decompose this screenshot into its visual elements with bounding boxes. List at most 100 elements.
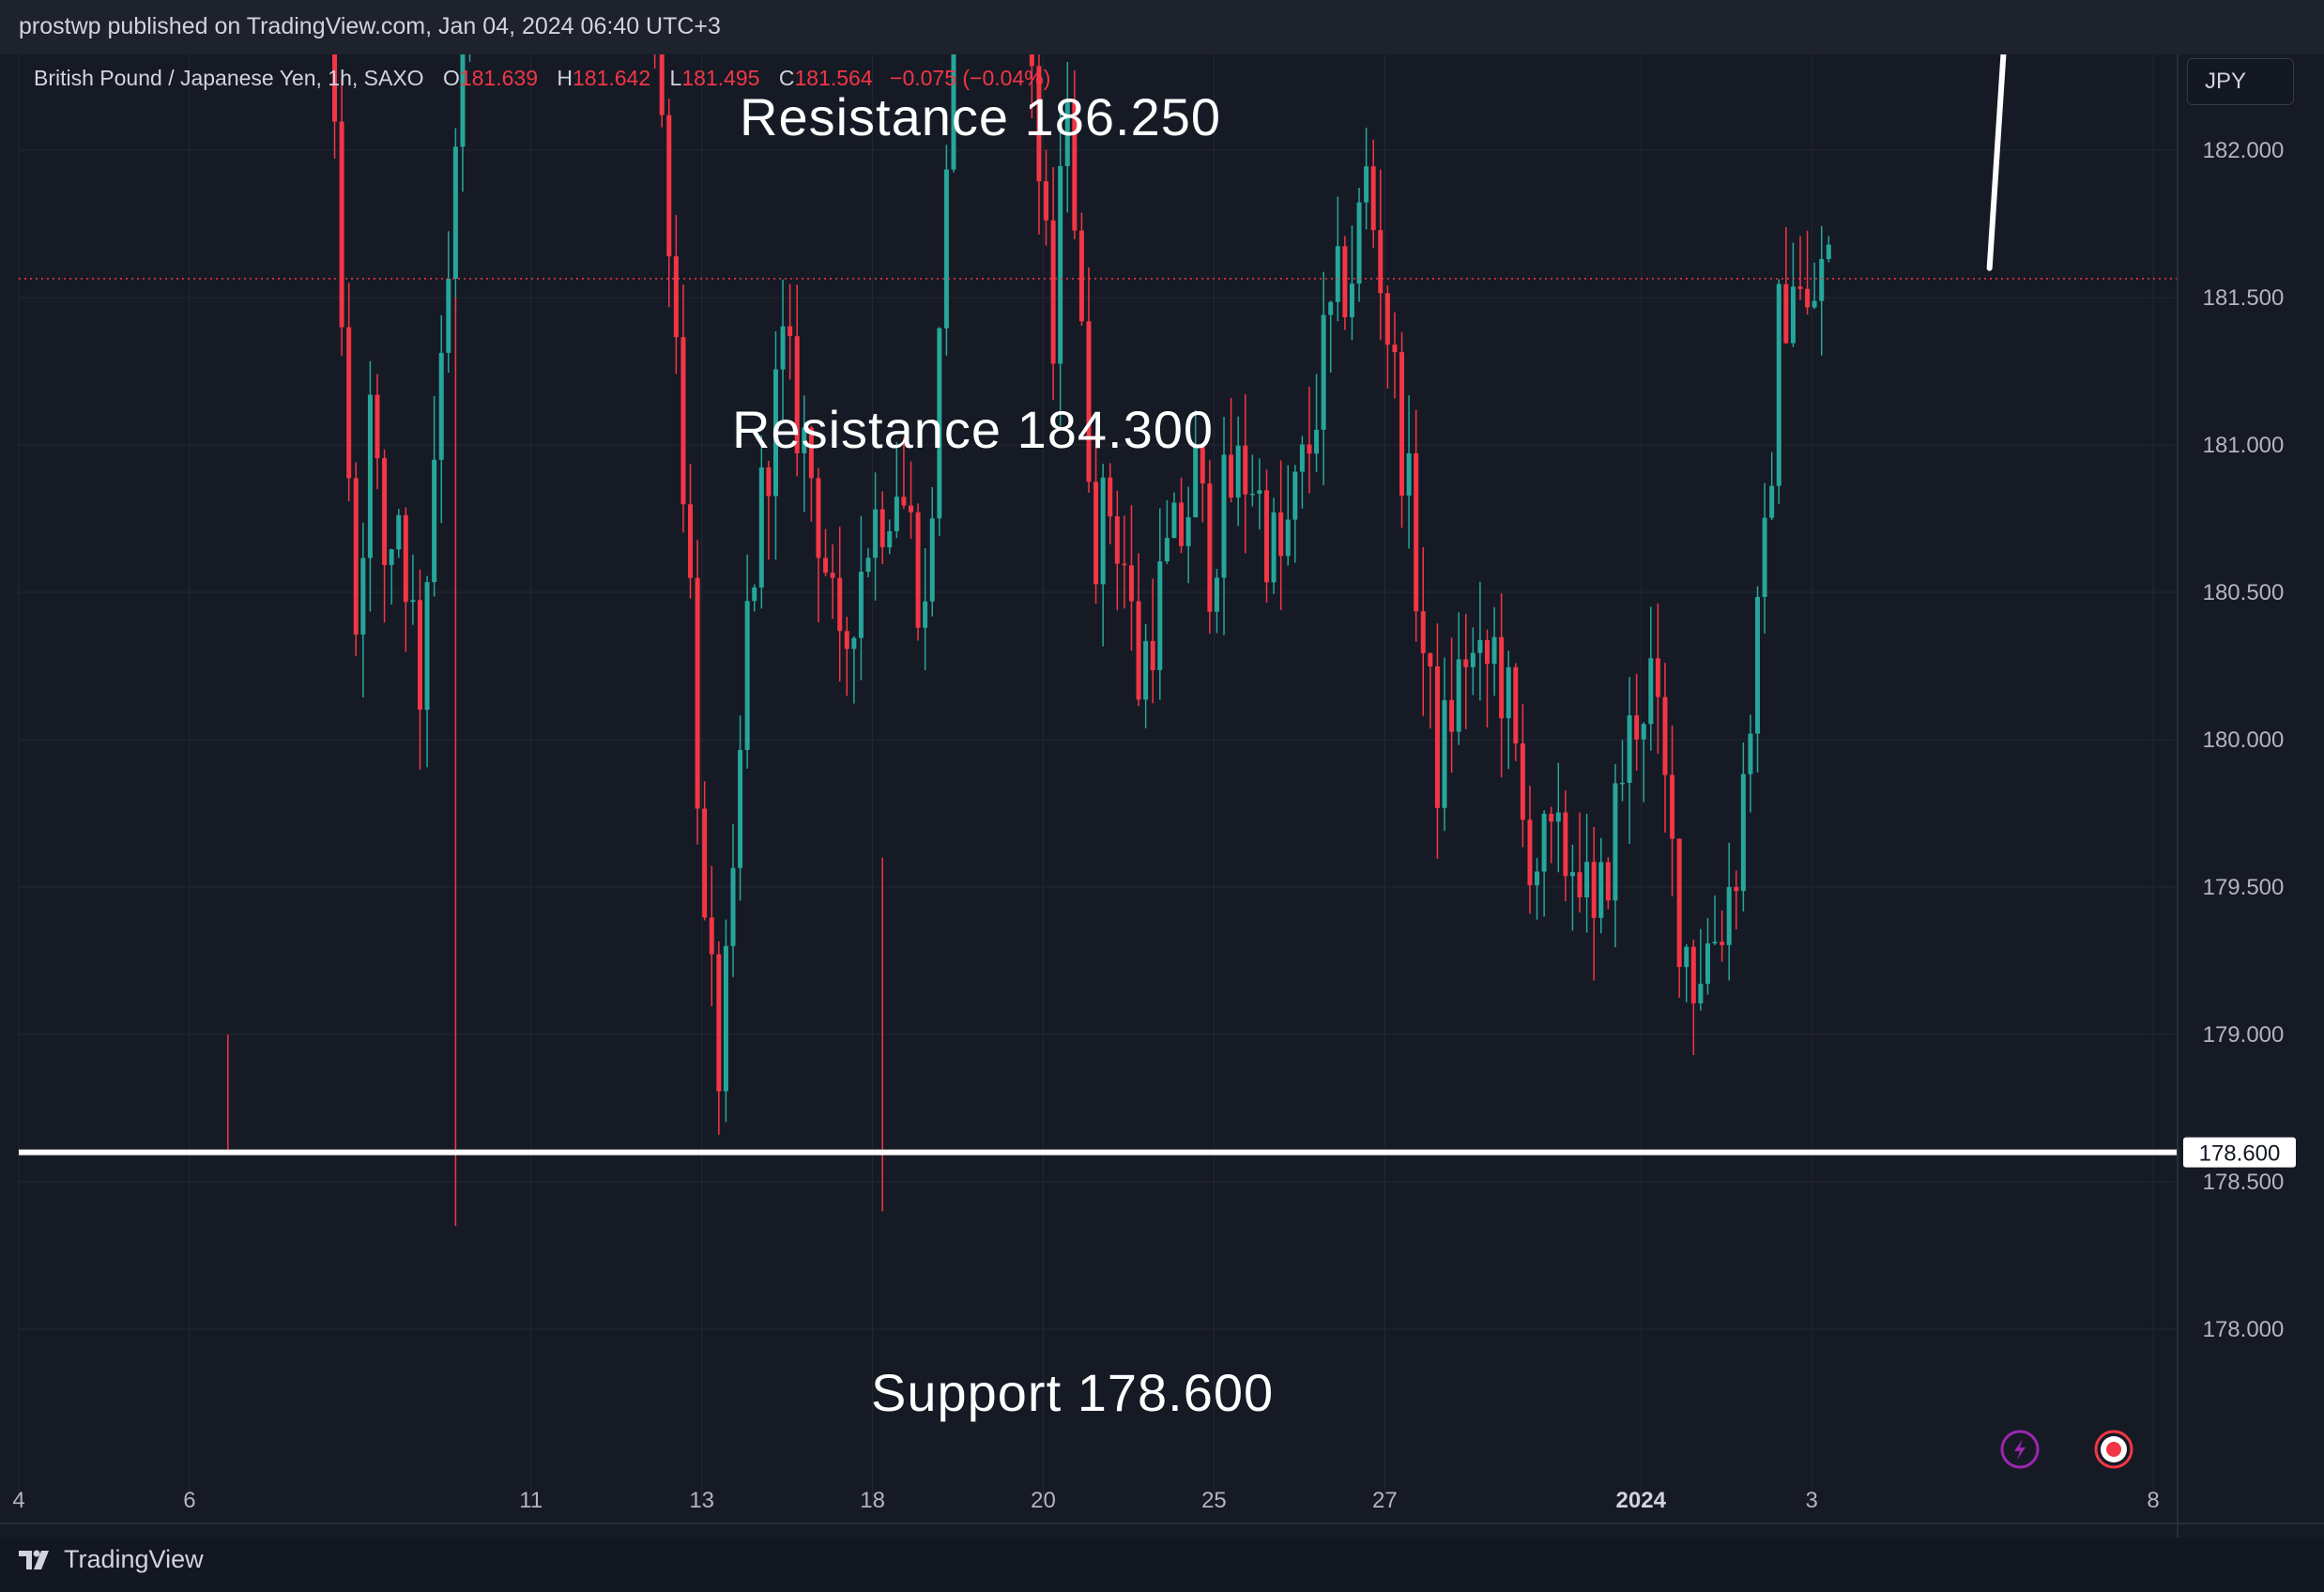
high-label: H <box>557 66 573 90</box>
time-tick-label: 11 <box>519 1488 543 1513</box>
candle-body <box>1378 230 1384 294</box>
tradingview-logo-icon <box>19 1550 49 1569</box>
candle-body <box>702 808 708 918</box>
candle-body <box>1164 538 1170 562</box>
open-value: 181.639 <box>459 66 538 90</box>
candle-body <box>1392 344 1398 353</box>
candle-body <box>1613 783 1618 901</box>
candle-body <box>1563 812 1568 877</box>
candle-body <box>1712 941 1718 944</box>
candle-body <box>816 478 821 559</box>
time-tick-label: 18 <box>860 1488 885 1513</box>
candle-body <box>1179 502 1185 546</box>
time-tick-label: 20 <box>1031 1488 1056 1513</box>
candle-body <box>1364 166 1369 203</box>
candle-body <box>1584 862 1590 897</box>
candle-body <box>1342 246 1348 317</box>
candle-body <box>1698 984 1704 1003</box>
candle-body <box>1235 445 1241 498</box>
chart-canvas[interactable]: 186.250184.300178.600 186.500186.000185.… <box>0 54 2324 1538</box>
price-tick-label: 180.500 <box>2203 580 2285 605</box>
top-bar <box>0 0 2324 54</box>
target-arrow[interactable] <box>1986 54 2063 271</box>
candle-body <box>823 558 829 574</box>
candle-body <box>772 369 778 497</box>
candle-body <box>432 459 437 583</box>
candle-body <box>1058 165 1063 364</box>
candle-body <box>389 549 394 565</box>
candle-body <box>730 867 736 946</box>
candle-body <box>951 54 956 170</box>
lightning-icon[interactable] <box>2000 1430 2040 1469</box>
candle-body <box>1292 471 1298 520</box>
candle-body <box>1535 871 1540 886</box>
candle-body <box>332 54 338 122</box>
chart-area[interactable]: 186.250184.300178.600 186.500186.000185.… <box>0 54 2324 1538</box>
candle-body <box>1285 519 1291 557</box>
candle-body <box>1641 724 1646 740</box>
candle-body <box>1470 652 1475 667</box>
close-value: 181.564 <box>794 66 873 90</box>
candle-body <box>744 601 750 750</box>
candle-body <box>659 54 665 115</box>
price-tick-label: 178.500 <box>2203 1170 2285 1195</box>
level-price-label: 178.600 <box>2199 1141 2281 1167</box>
candle-body <box>844 631 849 650</box>
candle-body <box>1307 444 1312 454</box>
candle-body <box>1271 512 1277 583</box>
tradingview-logo[interactable]: TradingView <box>19 1545 204 1574</box>
time-tick-label: 3 <box>1805 1488 1817 1513</box>
low-value: 181.495 <box>681 66 760 90</box>
time-axis[interactable]: 4 6 11 13 18 20 25 27 2024 3 8 <box>0 1488 2324 1524</box>
candle-body <box>937 328 942 519</box>
candle-body <box>375 394 380 459</box>
candle-body <box>1036 66 1042 182</box>
candle-body <box>339 121 344 328</box>
candle-body <box>1805 288 1811 308</box>
candle-body <box>1299 444 1305 472</box>
annotation-resistance-2: Resistance 184.300 <box>732 400 1215 459</box>
candle-body <box>1790 286 1796 344</box>
candle-body <box>1406 452 1412 496</box>
candle-body <box>1769 485 1775 518</box>
candle-body <box>1050 220 1056 364</box>
price-axis[interactable]: 186.500186.000185.500185.000184.500184.0… <box>2177 54 2285 1538</box>
candle-body <box>1171 502 1177 539</box>
time-tick-label: 13 <box>689 1488 714 1513</box>
candle-body <box>1463 659 1469 667</box>
candle-body <box>1569 872 1575 877</box>
candle-body <box>873 509 879 559</box>
candle-body <box>1044 181 1049 221</box>
symbol-name: British Pound / Japanese Yen, 1h, SAXO <box>34 66 424 90</box>
price-tick-label: 180.000 <box>2203 727 2285 753</box>
time-tick-label: 2024 <box>1616 1488 1667 1513</box>
candle-body <box>1812 300 1817 308</box>
candle-body <box>1122 563 1127 566</box>
level-lines[interactable]: 186.250184.300178.600 <box>19 54 2296 1168</box>
symbol-legend[interactable]: British Pound / Japanese Yen, 1h, SAXO O… <box>34 66 1050 91</box>
time-tick-label: 27 <box>1372 1488 1398 1513</box>
candle-body <box>1328 301 1334 315</box>
candle-body <box>1335 246 1340 302</box>
candle-body <box>1527 819 1533 886</box>
candle-body <box>1414 452 1419 612</box>
candle-body <box>410 600 416 603</box>
record-icon[interactable] <box>2094 1430 2133 1469</box>
candle-body <box>1420 611 1426 653</box>
annotation-support: Support 178.600 <box>871 1363 1275 1422</box>
candle-body <box>1108 477 1113 517</box>
candle-body <box>1449 699 1455 732</box>
candle-body <box>901 497 907 506</box>
currency-button[interactable]: JPY <box>2187 58 2294 105</box>
candle-body <box>695 577 700 809</box>
candle-body <box>1734 886 1739 892</box>
candle-body <box>758 467 764 588</box>
candle-body <box>1776 283 1781 486</box>
candle-body <box>1249 493 1255 496</box>
candle-body <box>909 505 913 513</box>
candle-body <box>1136 601 1141 700</box>
candle-body <box>673 256 679 338</box>
candle-body <box>1456 659 1461 732</box>
candle-body <box>688 504 694 578</box>
footer <box>0 1538 2324 1592</box>
